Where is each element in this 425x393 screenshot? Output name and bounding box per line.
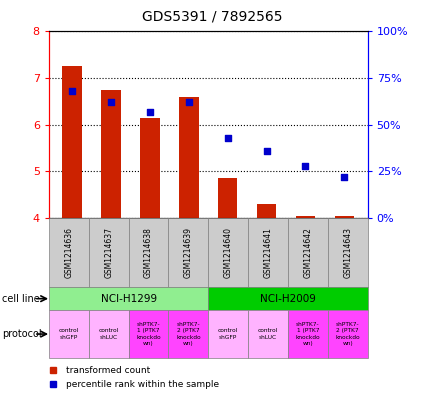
Text: shPTK7-
2 (PTK7
knockdo
wn): shPTK7- 2 (PTK7 knockdo wn) xyxy=(335,322,360,346)
Text: control
shGFP: control shGFP xyxy=(218,329,238,340)
Text: cell line: cell line xyxy=(2,294,40,304)
Bar xyxy=(296,216,315,218)
Bar xyxy=(140,118,160,218)
Point xyxy=(108,99,114,105)
Point xyxy=(147,108,153,115)
Bar xyxy=(62,66,82,218)
Bar xyxy=(101,90,121,218)
Point xyxy=(263,148,270,154)
Bar xyxy=(257,204,276,218)
Bar xyxy=(179,97,198,218)
Point xyxy=(69,88,76,94)
Point xyxy=(185,99,192,105)
Text: GSM1214639: GSM1214639 xyxy=(184,227,193,278)
Text: NCI-H2009: NCI-H2009 xyxy=(260,294,316,304)
Text: shPTK7-
2 (PTK7
knockdo
wn): shPTK7- 2 (PTK7 knockdo wn) xyxy=(176,322,201,346)
Text: control
shGFP: control shGFP xyxy=(59,329,79,340)
Point xyxy=(341,174,348,180)
Text: control
shLUC: control shLUC xyxy=(258,329,278,340)
Bar xyxy=(334,216,354,218)
Text: GSM1214636: GSM1214636 xyxy=(64,227,73,278)
Text: GSM1214640: GSM1214640 xyxy=(224,227,232,278)
Bar xyxy=(218,178,238,218)
Text: GDS5391 / 7892565: GDS5391 / 7892565 xyxy=(142,10,283,24)
Text: GSM1214641: GSM1214641 xyxy=(264,227,272,278)
Text: shPTK7-
1 (PTK7
knockdo
wn): shPTK7- 1 (PTK7 knockdo wn) xyxy=(295,322,320,346)
Text: GSM1214643: GSM1214643 xyxy=(343,227,352,278)
Text: GSM1214637: GSM1214637 xyxy=(104,227,113,278)
Text: protocol: protocol xyxy=(2,329,42,339)
Point xyxy=(224,135,231,141)
Text: GSM1214642: GSM1214642 xyxy=(303,227,312,278)
Text: GSM1214638: GSM1214638 xyxy=(144,227,153,278)
Text: control
shLUC: control shLUC xyxy=(99,329,119,340)
Text: percentile rank within the sample: percentile rank within the sample xyxy=(66,380,219,389)
Text: NCI-H1299: NCI-H1299 xyxy=(100,294,157,304)
Text: transformed count: transformed count xyxy=(66,366,150,375)
Text: shPTK7-
1 (PTK7
knockdo
wn): shPTK7- 1 (PTK7 knockdo wn) xyxy=(136,322,161,346)
Point xyxy=(302,163,309,169)
